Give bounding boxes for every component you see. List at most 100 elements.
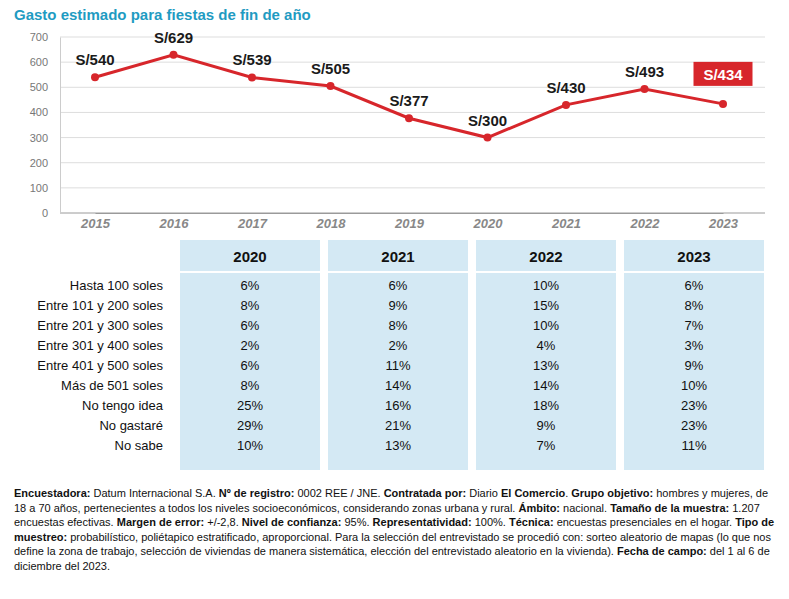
footnote-key: El Comercio <box>501 487 565 499</box>
table-row-label: No sabe <box>115 438 163 453</box>
table-column-box <box>476 240 616 470</box>
y-tick: 400 <box>30 106 60 118</box>
footnote-key: Fecha de campo: <box>617 545 707 557</box>
footnote-key: Ámbito: <box>518 502 560 514</box>
y-tick: 500 <box>30 81 60 93</box>
footnote-text: 95%. <box>341 516 372 528</box>
x-tick-label: 2015 <box>80 216 111 231</box>
table-header-rule <box>476 271 616 273</box>
table-column-box <box>328 240 468 470</box>
table-row-label: Entre 101 y 200 soles <box>37 298 163 313</box>
table-cell: 10% <box>237 438 263 453</box>
footnote-text: Diario <box>466 487 501 499</box>
x-tick-label: 2021 <box>551 216 581 231</box>
table-row-label: No tengo idea <box>82 398 164 413</box>
footnote: Encuestadora: Datum Internacional S.A. N… <box>14 486 776 574</box>
grid <box>60 37 765 213</box>
x-tick: 2023 <box>708 216 739 231</box>
y-axis-line <box>60 38 61 214</box>
series-line <box>95 55 723 138</box>
table-cell: 6% <box>389 278 408 293</box>
grid-line <box>60 137 765 138</box>
table-cell: 23% <box>681 398 707 413</box>
x-tick: 2018 <box>316 216 347 231</box>
point-marker <box>327 82 335 90</box>
point-marker <box>484 134 492 142</box>
table-cell: 7% <box>537 438 556 453</box>
y-tick: 200 <box>30 157 60 169</box>
table-column-header: 2021 <box>381 248 414 265</box>
table-cell: 2% <box>241 338 260 353</box>
footnote-text: . <box>565 487 571 499</box>
x-tick-label: 2019 <box>394 216 425 231</box>
table-cell: 15% <box>533 298 559 313</box>
grid-line <box>60 112 765 113</box>
x-axis-line <box>96 213 724 214</box>
y-tick: 0 <box>42 207 60 219</box>
table-header-rule <box>624 271 764 273</box>
x-tick-label: 2023 <box>708 216 739 231</box>
point-marker <box>248 73 256 81</box>
data-label: S/539 <box>232 51 271 68</box>
table-cell: 16% <box>385 398 411 413</box>
point-marker <box>91 73 99 81</box>
x-tick-label: 2020 <box>473 216 504 231</box>
footnote-text: encuestas presenciales en el hogar. <box>554 516 736 528</box>
footnote-key: Representatividad: <box>373 516 472 528</box>
point-marker <box>719 100 727 108</box>
table-cell: 13% <box>385 438 411 453</box>
footnote-key: Contratada por: <box>384 487 467 499</box>
table: 2020202120222023Hasta 100 soles6%6%10%6%… <box>37 240 764 470</box>
footnote-key: Grupo objetivo: <box>571 487 653 499</box>
data-label: S/505 <box>311 60 350 77</box>
footnote-key: Nivel de confianza: <box>242 516 342 528</box>
x-tick: 2020 <box>473 216 504 231</box>
x-tick-label: 2018 <box>316 216 347 231</box>
table-cell: 7% <box>685 318 704 333</box>
y-tick-label: 100 <box>30 182 48 194</box>
data-label: S/430 <box>546 79 585 96</box>
footnote-text: 100%. <box>472 516 509 528</box>
table-row-label: Entre 401 y 500 soles <box>37 358 163 373</box>
footnote-key: Nº de registro: <box>219 487 295 499</box>
data-label: S/493 <box>625 63 664 80</box>
table-cell: 11% <box>681 438 706 453</box>
data-label: S/629 <box>154 29 193 46</box>
y-tick: 600 <box>30 56 60 68</box>
data-label: S/300 <box>468 112 507 129</box>
x-tick-label: 2017 <box>237 216 268 231</box>
table-cell: 6% <box>241 358 260 373</box>
point-marker <box>641 85 649 93</box>
x-tick: 2019 <box>394 216 425 231</box>
grid-line <box>60 162 765 163</box>
footnote-key: Técnica: <box>509 516 554 528</box>
x-tick: 2021 <box>551 216 581 231</box>
table-column-box <box>180 240 320 470</box>
footnote-key: Encuestadora: <box>14 487 90 499</box>
table-cell: 2% <box>389 338 408 353</box>
table-cell: 9% <box>537 418 556 433</box>
table-cell: 8% <box>685 298 704 313</box>
table-cell: 25% <box>237 398 263 413</box>
point-marker <box>170 51 178 59</box>
y-tick-label: 500 <box>30 81 48 93</box>
data-labels: S/540 S/629 S/539 S/505 S/377 S/300 S/430 S/493… <box>75 29 752 129</box>
table-cell: 10% <box>533 278 559 293</box>
table-cell: 8% <box>389 318 408 333</box>
footnote-text: Datum Internacional S.A. <box>90 487 218 499</box>
x-axis: 201520162017201820192020202120222023 <box>80 214 739 232</box>
y-tick-label: 400 <box>30 106 48 118</box>
table-cell: 8% <box>241 298 260 313</box>
table-cell: 18% <box>533 398 559 413</box>
x-tick: 2022 <box>630 216 661 231</box>
chart-title: Gasto estimado para fiestas de fin de añ… <box>14 6 311 23</box>
table-column-header: 2022 <box>529 248 562 265</box>
x-tick: 2017 <box>237 216 268 231</box>
table-cell: 13% <box>533 358 559 373</box>
grid-line <box>60 213 765 214</box>
data-label: S/540 <box>75 51 114 68</box>
table-header-rule <box>328 271 468 273</box>
data-label: S/377 <box>389 92 428 109</box>
y-tick-label: 300 <box>30 132 48 144</box>
y-tick-label: 600 <box>30 56 48 68</box>
